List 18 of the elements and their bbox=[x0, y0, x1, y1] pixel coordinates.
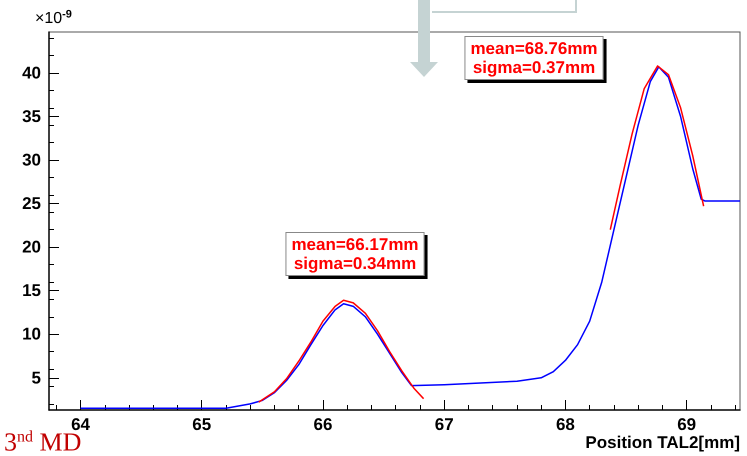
x-tick-label: 67 bbox=[434, 415, 454, 434]
line-series bbox=[610, 65, 704, 230]
y-tick-label: 35 bbox=[22, 106, 41, 126]
y-tick-label: 40 bbox=[22, 63, 41, 82]
y-tick-label: 20 bbox=[22, 238, 41, 257]
y-tick-label: 10 bbox=[22, 324, 41, 344]
line-series bbox=[258, 300, 424, 403]
y-tick-label: 30 bbox=[22, 150, 41, 170]
y-tick-label: 5 bbox=[32, 368, 41, 388]
x-tick-label: 69 bbox=[677, 415, 696, 434]
y-tick-label: 15 bbox=[22, 281, 41, 300]
x-tick-label: 66 bbox=[314, 415, 332, 434]
x-tick-label: 68 bbox=[556, 415, 575, 434]
y-tick-label: 25 bbox=[22, 194, 41, 214]
x-axis-title: Position TAL2[mm] bbox=[585, 433, 740, 452]
annotation: mean=66.17mm sigma=0.34mm bbox=[291, 235, 419, 273]
annotation: mean=68.76mm sigma=0.37mm bbox=[470, 39, 598, 77]
x-tick-label: 65 bbox=[192, 415, 212, 434]
